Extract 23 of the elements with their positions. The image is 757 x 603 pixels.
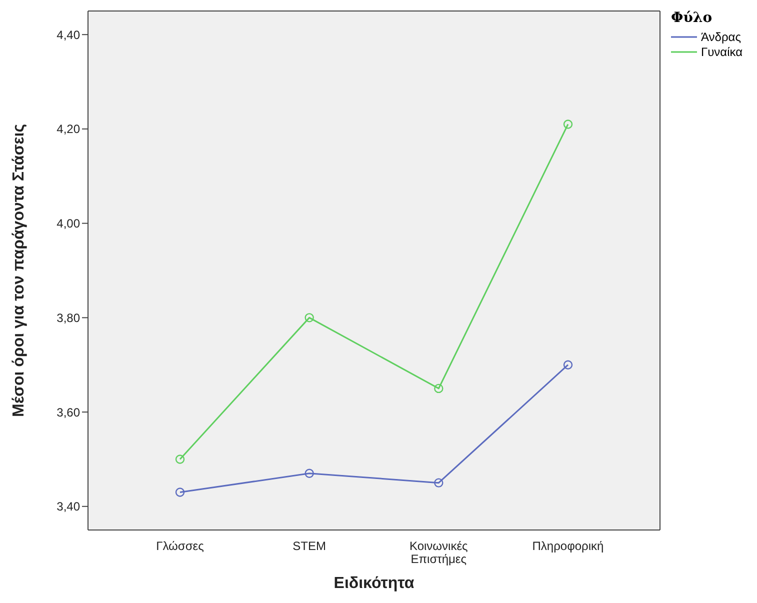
y-axis-title: Μέσοι όροι για τον παράγοντα Στάσεις <box>10 124 28 418</box>
y-tick-label: 4,20 <box>56 122 80 136</box>
y-tick-label: 4,00 <box>56 216 80 231</box>
legend-label: Γυναίκα <box>701 45 743 59</box>
y-tick-label: 3,40 <box>56 500 80 514</box>
point <box>563 120 573 129</box>
x-tick-label: Κοινωνικές Επιστήμες <box>409 539 468 566</box>
y-tick-label: 3,60 <box>56 405 80 420</box>
point <box>304 313 314 322</box>
y-tick-label: 4,40 <box>56 28 80 42</box>
point <box>304 468 314 478</box>
x-axis-title: Ειδικότητα <box>334 575 414 592</box>
x-tick-label: Πληροφορική <box>532 539 604 553</box>
point <box>175 488 185 497</box>
x-tick-label: Γλώσσες <box>156 539 204 553</box>
legend-label: Άνδρας <box>701 30 742 44</box>
point <box>434 384 444 394</box>
legend-title: Φύλο <box>671 10 714 26</box>
x-tick-label: STEM <box>292 539 326 553</box>
y-tick-label: 3,80 <box>56 310 80 325</box>
point <box>434 478 444 488</box>
point <box>563 360 573 370</box>
point <box>175 454 185 464</box>
